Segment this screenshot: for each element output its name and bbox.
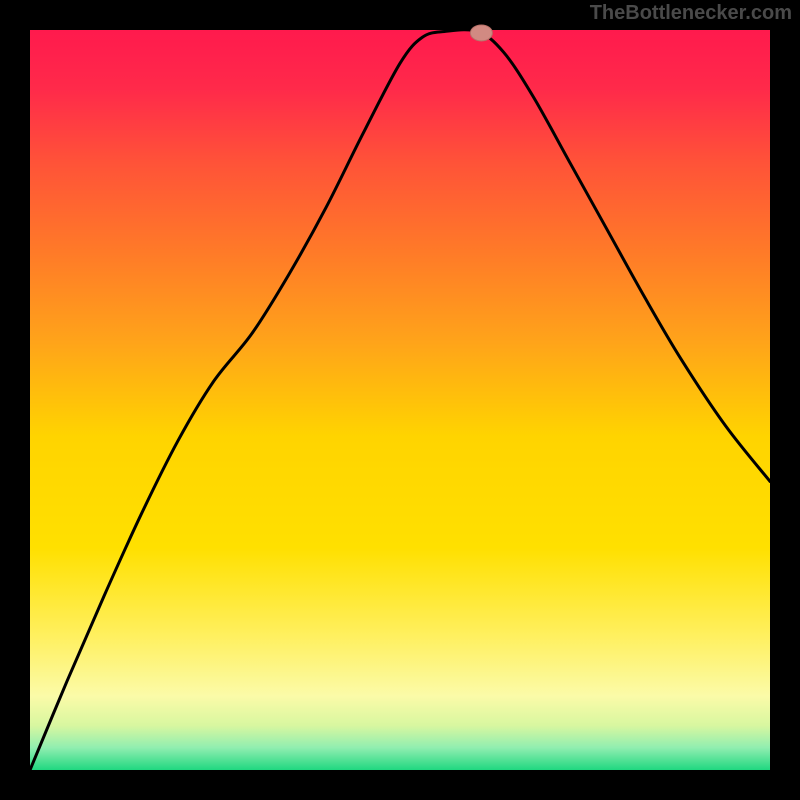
bottleneck-chart — [0, 0, 800, 800]
watermark-text: TheBottlenecker.com — [590, 2, 792, 25]
chart-background — [30, 30, 770, 770]
optimal-marker — [470, 25, 492, 41]
chart-container: TheBottlenecker.com — [0, 0, 800, 800]
